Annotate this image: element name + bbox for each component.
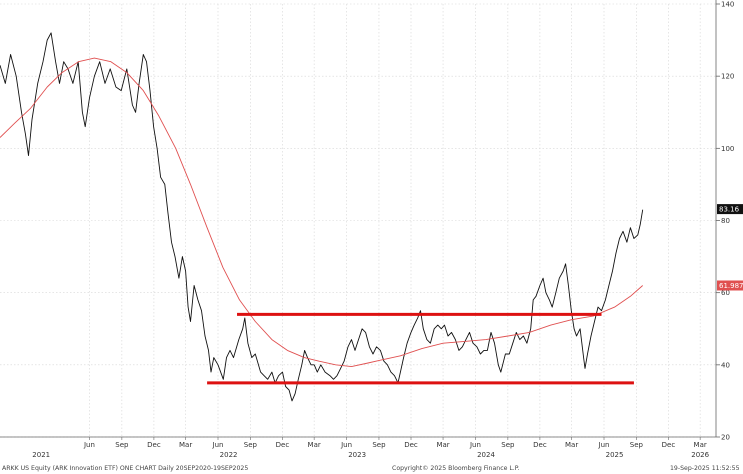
x-tick-label: Dec — [276, 441, 290, 449]
last-value-tag — [717, 280, 743, 291]
x-year-label: 2025 — [606, 451, 624, 459]
y-tick-label: 80 — [721, 217, 730, 225]
y-tick-label: 60 — [721, 289, 730, 297]
x-tick-label: Sep — [501, 441, 515, 449]
y-tick-label: 120 — [721, 73, 734, 81]
x-tick-label: Dec — [533, 441, 547, 449]
y-tick-label: 140 — [721, 1, 734, 9]
x-tick-label: Jun — [340, 441, 352, 449]
x-tick-label: Mar — [308, 441, 321, 449]
x-tick-label: Jun — [598, 441, 610, 449]
x-tick-label: Mar — [694, 441, 707, 449]
last-value-tag — [717, 204, 743, 215]
x-year-label: 2024 — [477, 451, 495, 459]
x-tick-label: Dec — [662, 441, 676, 449]
x-year-label: 2023 — [348, 451, 366, 459]
y-tick-label: 40 — [721, 361, 730, 369]
y-tick-label: 20 — [721, 434, 730, 442]
x-tick-label: Sep — [372, 441, 386, 449]
last-value-label: 61.9879 — [719, 282, 743, 290]
moving-average-line — [0, 57, 643, 368]
price-series-line — [0, 32, 644, 402]
x-tick-label: Jun — [83, 441, 95, 449]
footer-description: ARKK US Equity (ARK Innovation ETF) ONE … — [2, 465, 249, 472]
x-tick-label: Sep — [115, 441, 129, 449]
x-year-label: 2021 — [32, 451, 50, 459]
x-tick-label: Mar — [436, 441, 449, 449]
x-year-label: 2026 — [691, 451, 709, 459]
x-tick-label: Sep — [630, 441, 644, 449]
x-tick-label: Dec — [404, 441, 418, 449]
x-tick-label: Sep — [244, 441, 258, 449]
x-tick-label: Jun — [212, 441, 224, 449]
x-tick-label: Dec — [147, 441, 161, 449]
chart-footer: ARKK US Equity (ARK Innovation ETF) ONE … — [0, 464, 743, 474]
footer-timestamp: 19-Sep-2025 11:52:55 — [670, 465, 740, 472]
last-value-label: 83.16 — [719, 206, 740, 214]
x-year-label: 2022 — [220, 451, 238, 459]
footer-copyright: Copyright© 2025 Bloomberg Finance L.P. — [392, 465, 520, 472]
y-tick-label: 100 — [721, 145, 734, 153]
x-tick-label: Mar — [179, 441, 192, 449]
x-tick-label: Mar — [565, 441, 578, 449]
price-chart: 20 40 60 80 100 120 140 Jun Sep Dec Mar Jun Sep Dec Ma… — [0, 0, 743, 459]
x-tick-label: Jun — [469, 441, 481, 449]
